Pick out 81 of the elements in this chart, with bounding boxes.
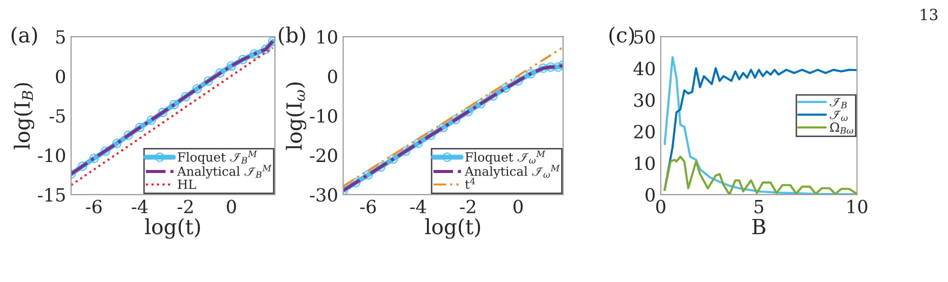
point <box>526 69 536 78</box>
point <box>463 106 473 116</box>
point <box>169 100 179 110</box>
x-tick-label: 0 <box>656 200 666 214</box>
point <box>100 146 110 156</box>
y-tick-label: 5 <box>56 30 65 44</box>
legend-label: Analytical ℐ$_{B}$$^{M}$ <box>177 164 272 179</box>
point <box>112 138 122 148</box>
y-tick-label: 0 <box>646 188 655 202</box>
line-series <box>664 156 857 195</box>
y-axis-title: log(I$_{ω}$) <box>286 82 306 150</box>
legend-label: ℐ$_{B}$ <box>830 98 847 108</box>
point <box>204 76 214 86</box>
x-tick-label: 0 <box>514 200 523 214</box>
y-tick-label: -10 <box>38 148 66 162</box>
point <box>376 162 386 172</box>
legend-label: t$^{4}$ <box>465 178 475 189</box>
x-tick-label: 5 <box>754 200 764 214</box>
chart-title: (b) <box>278 26 306 46</box>
legend-label: Floquet ℐ$_{ω}$$^{M}$ <box>465 150 546 164</box>
legend-label: Ω$_{Bω}$ <box>830 122 854 134</box>
point <box>89 154 99 163</box>
y-tick-label: 0 <box>56 70 66 84</box>
x-tick-label: 0 <box>226 200 236 214</box>
point <box>426 130 436 140</box>
legend-label: HL <box>178 180 196 189</box>
point <box>388 154 398 164</box>
point <box>553 62 563 72</box>
x-tick-label: -4 <box>132 200 148 214</box>
point <box>238 54 248 64</box>
point <box>192 84 202 94</box>
point <box>450 114 460 124</box>
y-tick-label: -15 <box>38 188 65 202</box>
y-tick-label: 0 <box>328 70 338 84</box>
point <box>363 170 373 180</box>
y-tick-label: 30 <box>634 93 655 107</box>
point <box>215 68 225 78</box>
legend-label: Analytical ℐ$_{ω}$$^{M}$ <box>464 164 560 179</box>
point <box>180 92 190 102</box>
x-tick-label: -6 <box>86 200 102 214</box>
point <box>226 61 236 71</box>
legend-label: Floquet ℐ$_{B}$$^{M}$ <box>178 150 258 164</box>
point <box>135 122 144 132</box>
point <box>488 91 498 101</box>
legend-label: ℐ$_{ω}$ <box>830 110 848 121</box>
point <box>146 116 156 126</box>
y-tick-label: -30 <box>310 188 338 202</box>
y-tick-label: 10 <box>318 30 338 44</box>
x-axis-title: B <box>752 218 766 234</box>
point <box>124 130 134 140</box>
x-tick-label: -2 <box>460 200 476 214</box>
y-tick-label: 50 <box>634 30 655 44</box>
point <box>400 146 410 156</box>
point <box>78 161 88 171</box>
point <box>546 62 556 72</box>
y-tick-label: 40 <box>633 62 655 76</box>
x-tick-label: -4 <box>410 200 426 214</box>
chart-title: (c) <box>609 26 634 46</box>
point <box>413 138 423 148</box>
y-tick-label: -20 <box>310 148 338 162</box>
text: 13 <box>920 8 938 20</box>
point <box>513 76 523 86</box>
x-tick-label: -2 <box>178 200 193 214</box>
y-tick-label: 10 <box>635 156 655 170</box>
point <box>350 178 360 188</box>
point <box>500 83 510 93</box>
point <box>158 108 168 118</box>
x-axis-title: log(t) <box>425 218 480 239</box>
chart-title: (a) <box>12 26 37 46</box>
y-tick-label: 20 <box>634 124 655 139</box>
y-axis-title: log(I$_{B}$) <box>14 83 34 150</box>
y-tick-label: -10 <box>310 109 338 123</box>
point <box>538 64 548 73</box>
point <box>476 99 486 108</box>
point <box>438 122 448 132</box>
x-tick-label: 10 <box>848 200 868 214</box>
x-axis-title: log(t) <box>145 218 200 239</box>
point <box>261 44 270 54</box>
point <box>250 49 259 59</box>
y-tick-label: -5 <box>49 109 65 123</box>
x-tick-label: -6 <box>360 200 376 214</box>
